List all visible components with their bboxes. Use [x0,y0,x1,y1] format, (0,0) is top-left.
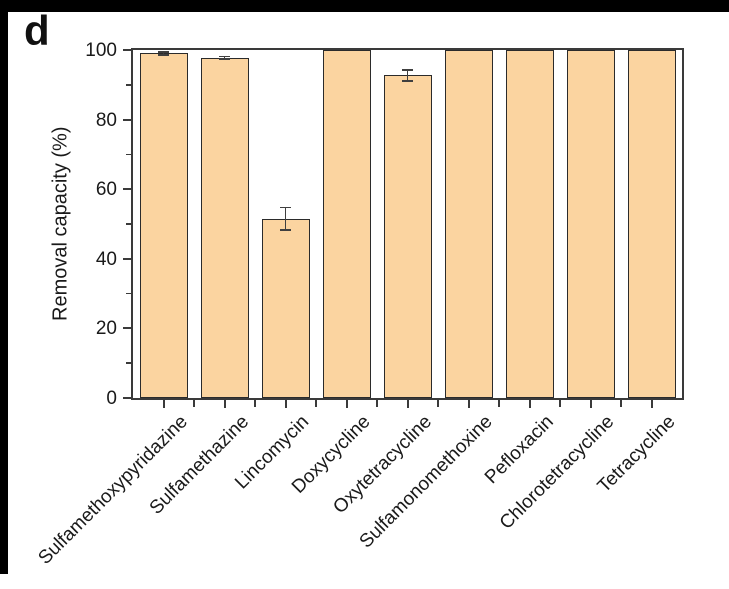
y-axis-tick-label: 40 [95,248,117,270]
x-axis-minor-tick [254,400,256,407]
y-axis-major-tick [123,397,131,399]
error-bar-cap-bottom [158,54,169,56]
error-bar-cap-top [280,206,291,209]
x-axis-major-tick [223,400,226,408]
x-axis-minor-tick [620,400,622,407]
x-axis-minor-tick [498,400,500,407]
y-axis-minor-tick [126,223,131,225]
y-axis-tick-label: 100 [85,40,117,61]
x-axis-major-tick [406,400,409,408]
y-axis-major-tick [123,188,131,191]
figure-frame-top [0,0,729,12]
y-axis-tick-label: 20 [95,318,117,340]
panel-label: d [24,7,50,54]
bar [383,75,432,398]
y-axis-minor-tick [126,292,131,295]
x-axis-major-tick [650,400,653,408]
y-axis-major-tick [123,49,131,51]
x-axis-major-tick [162,400,165,408]
error-bar-line [162,52,165,55]
y-axis-minor-tick [126,153,131,156]
bar [627,50,676,398]
x-axis-major-tick [467,400,470,408]
x-axis-minor-tick [315,400,317,407]
y-axis-tick-label: 80 [95,109,117,131]
error-bar-line [223,56,226,60]
error-bar-cap-top [158,51,169,53]
x-axis-minor-tick [559,400,561,407]
x-axis-major-tick [528,400,531,408]
error-bar-line [406,69,409,81]
bar [139,53,188,398]
figure-frame-left [0,0,8,574]
bar [444,50,493,398]
y-axis-title: Removal capacity (%) [49,126,72,322]
error-bar-cap-bottom [280,229,291,231]
y-axis-minor-tick [126,84,131,86]
x-axis-tick-label: Chlorotetracycline [496,411,619,534]
error-bar-cap-top [219,55,230,57]
x-axis-minor-tick [437,400,439,407]
error-bar-cap-bottom [219,58,230,60]
y-axis-major-tick [123,257,131,260]
x-axis-major-tick [345,400,348,408]
bar [505,50,554,398]
x-axis-minor-tick [193,400,195,407]
y-axis-major-tick [123,118,131,121]
y-axis-major-tick [123,327,131,330]
y-axis-tick-label: 0 [106,388,117,409]
x-axis-major-tick [589,400,592,408]
bar [261,218,310,398]
y-axis-minor-tick [126,362,131,364]
bar [566,50,615,398]
plot-area: Removal capacity (%) 0 20 40 60 80 100 Sulfame… [34,41,684,569]
error-bar-cap-bottom [402,80,413,82]
bar [322,50,371,398]
x-axis-minor-tick [376,400,378,407]
x-axis-major-tick [284,400,287,408]
error-bar-line [284,207,287,230]
bar [200,57,249,398]
error-bar-cap-top [402,69,413,71]
y-axis-tick-label: 60 [95,179,117,201]
